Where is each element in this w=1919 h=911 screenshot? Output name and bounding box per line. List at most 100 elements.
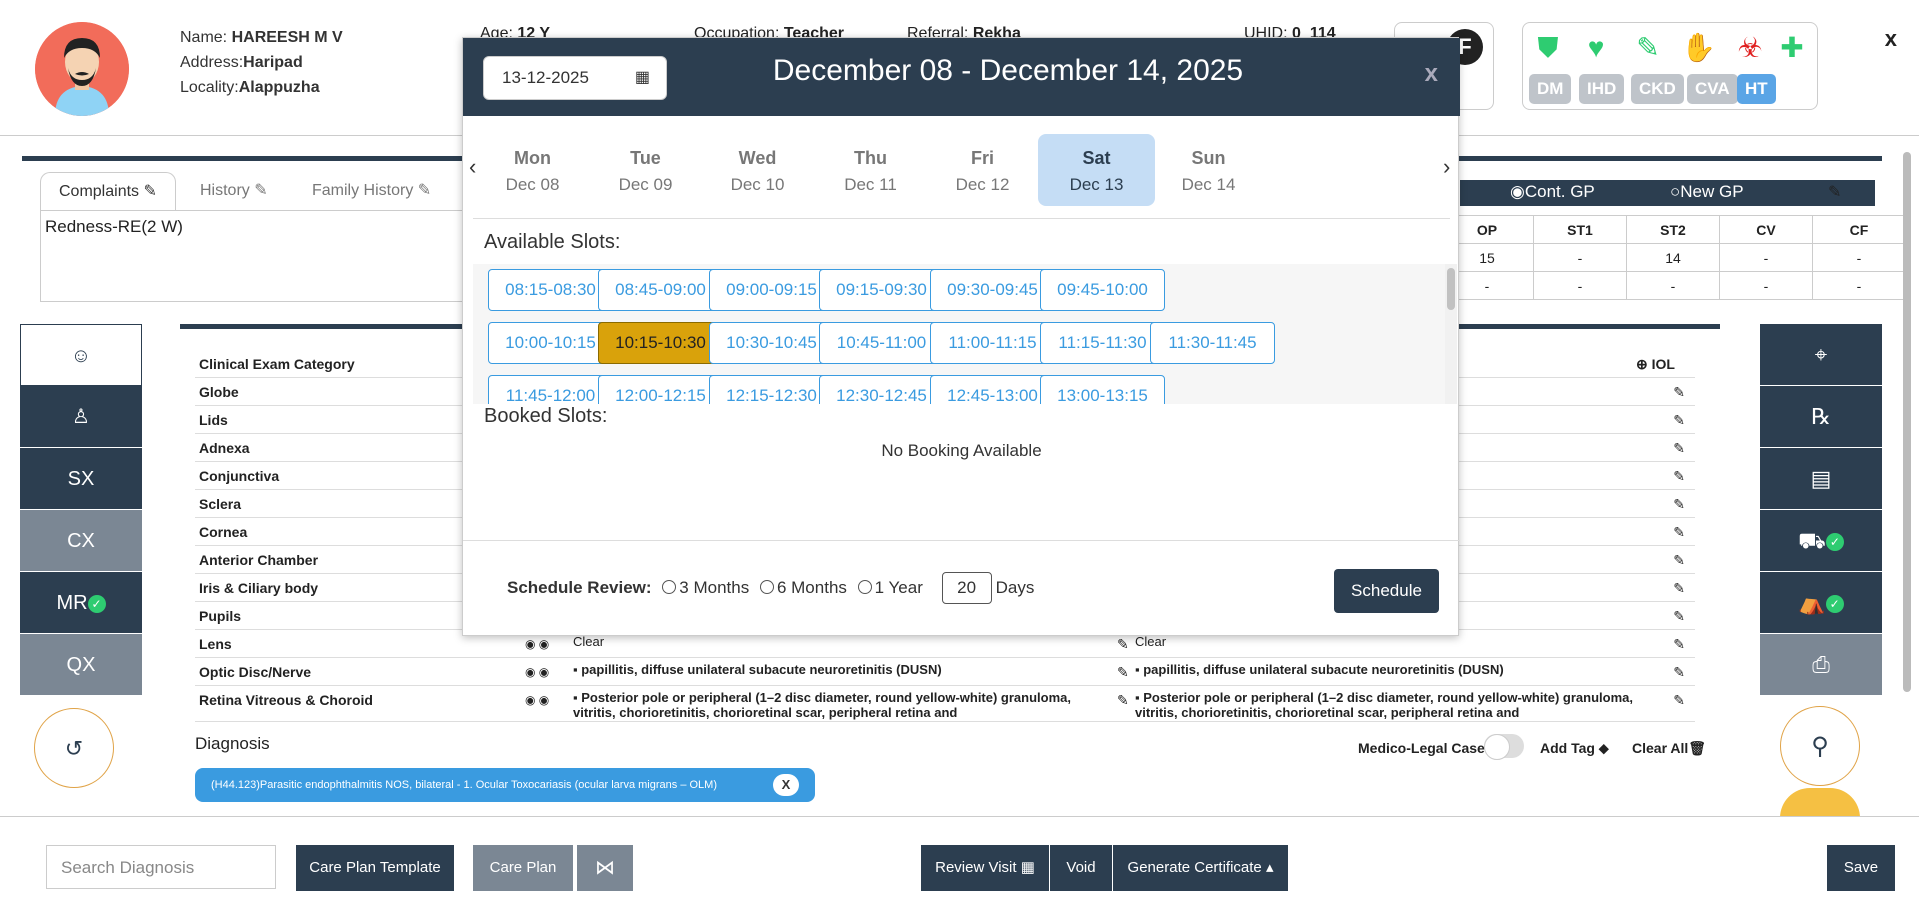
history-button[interactable]: ↺ xyxy=(34,708,114,788)
eye-icon[interactable]: ◉ ◉ xyxy=(525,637,550,651)
eye-icon[interactable]: ◉ ◉ xyxy=(525,693,550,707)
generate-certificate-button[interactable]: Generate Certificate ▴ xyxy=(1113,845,1288,891)
va-cell[interactable]: - xyxy=(1533,243,1627,272)
nav-prescription[interactable]: ℞ xyxy=(1760,386,1882,448)
close-button[interactable]: x xyxy=(1884,26,1897,51)
exam-le-value[interactable]: ▪ Posterior pole or peripheral (1–2 disc… xyxy=(1135,690,1633,720)
badge-ihd[interactable]: IHD xyxy=(1579,74,1625,104)
save-button[interactable]: Save xyxy=(1827,845,1895,891)
nav-cx[interactable]: CX xyxy=(20,510,142,572)
chevron-left-icon[interactable]: ‹ xyxy=(469,154,477,179)
va-cell[interactable]: - xyxy=(1533,271,1627,300)
day-fri[interactable]: Fri Dec 12 xyxy=(924,134,1041,206)
time-slot[interactable]: 09:15-09:30 xyxy=(819,269,944,311)
time-slot-selected[interactable]: 10:15-10:30 xyxy=(598,322,723,364)
time-slot[interactable]: 11:45-12:00 xyxy=(488,375,613,404)
day-wed[interactable]: Wed Dec 10 xyxy=(699,134,816,206)
va-cell[interactable]: - xyxy=(1719,271,1813,300)
pencil-icon[interactable]: ✎ xyxy=(1673,384,1685,400)
exam-le-value[interactable]: Clear xyxy=(1135,634,1167,649)
radio-6-months[interactable] xyxy=(759,580,774,594)
modal-close-button[interactable]: x xyxy=(1424,60,1438,87)
time-slot[interactable]: 10:00-10:15 xyxy=(488,322,613,364)
yellow-action-button[interactable] xyxy=(1780,788,1860,818)
nav-admission[interactable]: ⛺ ✓ xyxy=(1760,572,1882,634)
time-slot[interactable]: 09:00-09:15 xyxy=(709,269,834,311)
pencil-icon[interactable]: ✎ xyxy=(1673,608,1685,624)
va-cell[interactable]: 14 xyxy=(1626,243,1720,272)
radio-new-gp[interactable]: ○New GP xyxy=(1670,182,1744,201)
share-button[interactable]: ⋈ xyxy=(577,845,633,891)
page-scrollbar[interactable] xyxy=(1900,140,1914,810)
time-slot[interactable]: 12:30-12:45 xyxy=(819,375,944,404)
slots-scrollbar[interactable] xyxy=(1445,264,1457,404)
pencil-icon[interactable]: ✎ xyxy=(1673,468,1685,484)
calendar-icon[interactable]: ▦ xyxy=(634,69,650,86)
tab-complaints[interactable]: Complaints ✎ xyxy=(40,172,176,210)
time-slot[interactable]: 11:30-11:45 xyxy=(1150,322,1275,364)
pencil-icon[interactable]: ✎ xyxy=(1673,636,1685,652)
day-tue[interactable]: Tue Dec 09 xyxy=(587,134,704,206)
tab-history[interactable]: History ✎ xyxy=(182,172,286,210)
badge-cva[interactable]: CVA xyxy=(1687,74,1738,104)
iol-button[interactable]: ⊕ IOL xyxy=(1636,356,1675,372)
nav-patient[interactable]: ♙ xyxy=(20,386,142,448)
radio-cont-gp[interactable]: ◉Cont. GP xyxy=(1510,182,1595,201)
nav-sx[interactable]: SX xyxy=(20,448,142,510)
nav-doctor[interactable]: ☺ xyxy=(20,324,142,386)
va-cell[interactable]: - xyxy=(1626,271,1720,300)
days-input[interactable]: 20 xyxy=(941,572,992,604)
time-slot[interactable]: 11:00-11:15 xyxy=(930,322,1055,364)
nav-print[interactable]: ⎙ xyxy=(1760,634,1882,696)
time-slot[interactable]: 12:00-12:15 xyxy=(598,375,723,404)
chevron-right-icon[interactable]: › xyxy=(1443,154,1451,179)
search-diagnosis-input[interactable]: Search Diagnosis xyxy=(46,845,276,889)
badge-dm[interactable]: DM xyxy=(1529,74,1572,104)
time-slot[interactable]: 08:15-08:30 xyxy=(488,269,613,311)
exam-le-value[interactable]: ▪ papillitis, diffuse unilateral subacut… xyxy=(1135,662,1504,677)
nav-report[interactable]: ▤ xyxy=(1760,448,1882,510)
time-slot[interactable]: 12:45-13:00 xyxy=(930,375,1055,404)
time-slot[interactable]: 08:45-09:00 xyxy=(598,269,723,311)
time-slot[interactable]: 09:45-10:00 xyxy=(1040,269,1165,311)
medico-legal-toggle[interactable] xyxy=(1484,734,1524,760)
day-sun[interactable]: Sun Dec 14 xyxy=(1150,134,1267,206)
time-slot[interactable]: 11:15-11:30 xyxy=(1040,322,1165,364)
pencil-icon[interactable]: ✎ xyxy=(1828,184,1842,201)
pencil-icon[interactable]: ✎ xyxy=(1673,524,1685,540)
nav-mr[interactable]: MR ✓ xyxy=(20,572,142,634)
va-cell[interactable]: - xyxy=(1719,243,1813,272)
scrollbar-thumb[interactable] xyxy=(1903,152,1911,692)
exam-re-value[interactable]: ▪ papillitis, diffuse unilateral subacut… xyxy=(573,662,942,677)
pencil-icon[interactable]: ✎ xyxy=(1117,636,1129,652)
review-visit-button[interactable]: Review Visit ▦ xyxy=(921,845,1049,891)
badge-ckd[interactable]: CKD xyxy=(1631,74,1684,104)
eye-icon[interactable]: ◉ ◉ xyxy=(525,665,550,679)
nav-compass[interactable]: ⌖ xyxy=(1760,324,1882,386)
pencil-icon[interactable]: ✎ xyxy=(1673,440,1685,456)
day-mon[interactable]: Mon Dec 08 xyxy=(474,134,591,206)
time-slot[interactable]: 09:30-09:45 xyxy=(930,269,1055,311)
clear-all-button[interactable]: Clear All🗑 xyxy=(1632,740,1706,757)
time-slot[interactable]: 10:45-11:00 xyxy=(819,322,944,364)
badge-ht[interactable]: HT xyxy=(1737,74,1776,104)
remove-diagnosis-button[interactable]: X xyxy=(773,774,799,796)
pencil-icon[interactable]: ✎ xyxy=(1673,496,1685,512)
tab-family-history[interactable]: Family History ✎ xyxy=(294,172,449,210)
day-sat[interactable]: Sat Dec 13 xyxy=(1038,134,1155,206)
pencil-icon[interactable]: ✎ xyxy=(1673,552,1685,568)
date-picker-input[interactable]: 13-12-2025 ▦ xyxy=(483,56,667,100)
add-tag-button[interactable]: Add Tag ⬥ xyxy=(1540,740,1609,757)
attach-button[interactable]: ⚲ xyxy=(1780,706,1860,786)
va-cell[interactable]: - xyxy=(1812,243,1906,272)
nav-ambulance[interactable]: ⛟ ✓ xyxy=(1760,510,1882,572)
pencil-icon[interactable]: ✎ xyxy=(1673,664,1685,680)
pencil-icon[interactable]: ✎ xyxy=(1673,580,1685,596)
pencil-icon[interactable]: ✎ xyxy=(1673,412,1685,428)
scrollbar-thumb[interactable] xyxy=(1447,268,1455,310)
pencil-icon[interactable]: ✎ xyxy=(1673,692,1685,708)
exam-re-value[interactable]: Clear xyxy=(573,634,605,649)
pencil-icon[interactable]: ✎ xyxy=(1117,692,1129,708)
schedule-button[interactable]: Schedule xyxy=(1334,569,1439,613)
void-button[interactable]: Void xyxy=(1050,845,1112,891)
